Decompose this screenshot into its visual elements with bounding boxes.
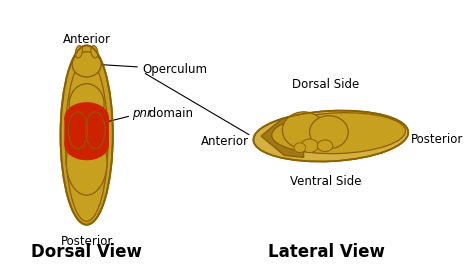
Text: domain: domain (145, 107, 193, 120)
Text: Dorsal Side: Dorsal Side (292, 78, 360, 91)
Ellipse shape (310, 116, 348, 149)
Ellipse shape (64, 102, 109, 133)
Text: Anterior: Anterior (201, 135, 248, 148)
Text: Lateral View: Lateral View (267, 243, 384, 261)
Ellipse shape (64, 129, 109, 160)
Text: Anterior: Anterior (63, 33, 110, 46)
Ellipse shape (61, 46, 113, 225)
Ellipse shape (72, 52, 101, 77)
Ellipse shape (69, 84, 104, 124)
Text: Ventral Side: Ventral Side (290, 175, 362, 188)
Ellipse shape (66, 129, 107, 195)
Text: Operculum: Operculum (99, 63, 208, 76)
Ellipse shape (317, 140, 333, 152)
Ellipse shape (301, 139, 318, 153)
Ellipse shape (75, 46, 82, 58)
Ellipse shape (272, 113, 405, 154)
Polygon shape (261, 113, 304, 157)
Ellipse shape (254, 111, 408, 161)
Text: pnr: pnr (132, 107, 152, 120)
Text: Posterior: Posterior (61, 235, 113, 248)
Text: Posterior: Posterior (411, 133, 464, 147)
Text: Dorsal View: Dorsal View (31, 243, 142, 261)
Ellipse shape (91, 46, 98, 58)
Ellipse shape (294, 143, 306, 153)
FancyBboxPatch shape (64, 118, 109, 145)
Ellipse shape (283, 112, 325, 149)
